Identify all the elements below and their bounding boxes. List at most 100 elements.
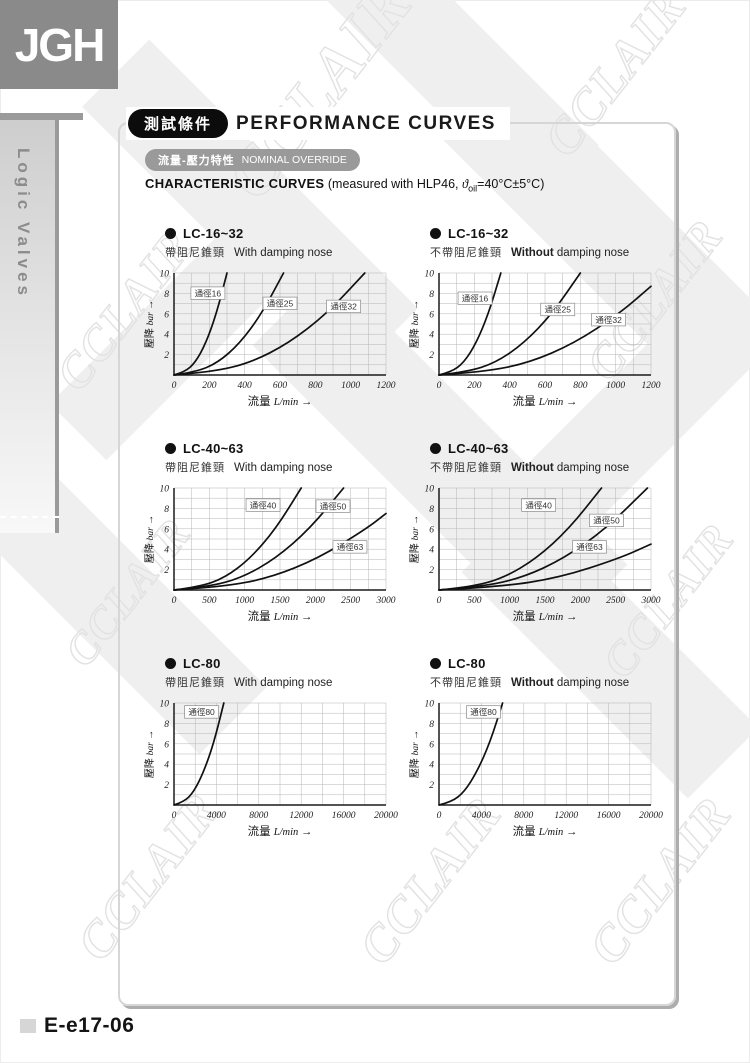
x-tick-label: 200 <box>202 381 217 391</box>
chart-subtitle: 不帶阻尼錐頸 Without damping nose <box>430 674 668 695</box>
chart-title-row: LC-16~32 <box>165 224 403 242</box>
x-tick-label: 2000 <box>571 596 590 606</box>
y-tick-label: 6 <box>164 740 169 750</box>
section-header: 測試條件 PERFORMANCE CURVES <box>126 107 510 140</box>
y-tick-label: 6 <box>429 310 434 320</box>
x-tick-label: 0 <box>437 811 442 821</box>
chart-lc16-32-without: LC-16~32 不帶阻尼錐頸 Without damping nose 2 4 6 8 10… <box>403 224 668 415</box>
chart-lc80-with: LC-80 帶阻尼錐頸 With damping nose 2 4 6 8 10 0 4000 80… <box>138 654 403 845</box>
badge-en-label: NOMINAL OVERRIDE <box>241 154 347 166</box>
page-title: PERFORMANCE CURVES <box>236 112 496 134</box>
x-tick-label: 1500 <box>271 596 290 606</box>
chart-canvas-lc40-63-with: 2 4 6 8 10 0 500 1000 1500 2000 2500 3000 流量 L/min →… <box>143 485 396 624</box>
y-tick-label: 6 <box>429 525 434 535</box>
characteristic-curves-label: CHARACTERISTIC CURVES <box>145 176 325 191</box>
curve-label: 通徑16 <box>462 294 489 304</box>
sidebar-dashed-line <box>0 516 59 518</box>
y-tick-label: 8 <box>429 505 434 515</box>
bullet-icon <box>165 227 176 239</box>
y-tick-label: 2 <box>164 781 169 791</box>
y-tick-label: 4 <box>164 546 169 556</box>
chart-subtitle-en: With damping nose <box>234 247 333 259</box>
chart-subtitle: 不帶阻尼錐頸 Without damping nose <box>430 244 668 265</box>
chart-canvas-lc16-32-with: 2 4 6 8 10 0 200 400 600 800 1000 1200 流量 L/min → 壓降 … <box>143 270 396 409</box>
chart-subtitle: 帶阻尼錐頸 With damping nose <box>165 244 403 265</box>
chart-title: LC-80 <box>183 655 221 671</box>
sidebar-section-label: Logic Valves <box>14 148 33 299</box>
x-tick-label: 8000 <box>514 811 533 821</box>
y-tick-label: 4 <box>164 761 169 771</box>
x-tick-label: 3000 <box>641 596 661 606</box>
badge-zh-label: 流量-壓力特性 <box>158 155 235 167</box>
x-tick-label: 1000 <box>606 381 625 391</box>
chart-title: LC-40~63 <box>448 440 509 456</box>
chart-canvas-lc80-without: 2 4 6 8 10 0 4000 8000 12000 16000 20000 流量 L/min →… <box>408 700 663 839</box>
x-tick-label: 0 <box>437 596 442 606</box>
chart-subtitle-zh: 不帶阻尼錐頸 <box>430 677 502 689</box>
x-tick-label: 16000 <box>597 811 621 821</box>
y-axis-label: 壓降 bar → <box>408 300 421 348</box>
page-code: E-e17-06 <box>44 1014 135 1037</box>
chart-title: LC-40~63 <box>183 440 244 456</box>
chart-lc16-32-with: LC-16~32 帶阻尼錐頸 With damping nose 2 4 6 8 10 0 200… <box>138 224 403 415</box>
chart-title-row: LC-40~63 <box>430 439 668 457</box>
x-tick-label: 20000 <box>374 811 398 821</box>
x-tick-label: 12000 <box>554 811 578 821</box>
x-axis-label: 流量 L/min → <box>513 824 578 838</box>
note-pre: (measured with HLP46, <box>324 177 462 191</box>
x-tick-label: 0 <box>172 596 177 606</box>
x-tick-label: 0 <box>172 811 177 821</box>
curve-label: 通徑32 <box>330 302 357 312</box>
y-tick-label: 8 <box>164 720 169 730</box>
x-tick-label: 0 <box>172 381 177 391</box>
curve-label: 通徑80 <box>188 707 215 717</box>
curve-label: 通徑16 <box>195 288 222 298</box>
chart-title: LC-16~32 <box>448 225 509 241</box>
y-axis-label: 壓降 bar → <box>408 730 421 778</box>
x-tick-label: 1200 <box>377 381 396 391</box>
y-tick-label: 8 <box>429 720 434 730</box>
y-tick-label: 6 <box>164 310 169 320</box>
bullet-icon <box>165 442 176 454</box>
bullet-icon <box>430 227 441 239</box>
nominal-override-badge: 流量-壓力特性 NOMINAL OVERRIDE <box>145 149 360 171</box>
chart-subtitle-en: Without damping nose <box>511 462 630 474</box>
x-tick-label: 1200 <box>642 381 661 391</box>
x-tick-label: 1000 <box>341 381 360 391</box>
chart-subtitle: 帶阻尼錐頸 With damping nose <box>165 459 403 480</box>
y-axis-label: 壓降 bar → <box>143 515 156 563</box>
chart-title-row: LC-16~32 <box>430 224 668 242</box>
curve-label: 通徑50 <box>320 501 347 511</box>
company-logo: JGH <box>0 0 118 89</box>
bullet-icon <box>430 657 441 669</box>
chart-title: LC-16~32 <box>183 225 244 241</box>
x-tick-label: 2000 <box>306 596 325 606</box>
x-tick-label: 500 <box>202 596 217 606</box>
chart-lc40-63-without: LC-40~63 不帶阻尼錐頸 Without damping nose 2 4 6 8 10… <box>403 439 668 630</box>
curve-label: 通徑25 <box>544 305 571 315</box>
chart-subtitle-en: Without damping nose <box>511 247 630 259</box>
y-axis-label: 壓降 bar → <box>408 515 421 563</box>
x-tick-label: 400 <box>238 381 253 391</box>
chart-subtitle-zh: 不帶阻尼錐頸 <box>430 247 502 259</box>
y-tick-label: 10 <box>160 485 170 495</box>
chart-subtitle-zh: 帶阻尼錐頸 <box>165 677 225 689</box>
chart-title-row: LC-80 <box>165 654 403 672</box>
y-tick-label: 2 <box>429 781 434 791</box>
y-axis-label: 壓降 bar → <box>143 730 156 778</box>
bullet-icon <box>430 442 441 454</box>
chart-canvas-lc40-63-without: 2 4 6 8 10 0 500 1000 1500 2000 2500 3000 流量 L/min →… <box>408 485 661 624</box>
x-tick-label: 400 <box>503 381 518 391</box>
chart-subtitle-zh: 不帶阻尼錐頸 <box>430 462 502 474</box>
x-axis-label: 流量 L/min → <box>513 394 578 408</box>
y-tick-label: 6 <box>429 740 434 750</box>
x-tick-label: 20000 <box>639 811 663 821</box>
chart-lc80-without: LC-80 不帶阻尼錐頸 Without damping nose 2 4 6 8 10 0 40… <box>403 654 668 845</box>
chart-subtitle: 不帶阻尼錐頸 Without damping nose <box>430 459 668 480</box>
y-tick-label: 10 <box>425 700 435 710</box>
chart-canvas-lc80-with: 2 4 6 8 10 0 4000 8000 12000 16000 20000 流量 L/min →… <box>143 700 398 839</box>
x-axis-label: 流量 L/min → <box>248 394 313 408</box>
x-tick-label: 800 <box>308 381 323 391</box>
x-tick-label: 600 <box>273 381 288 391</box>
